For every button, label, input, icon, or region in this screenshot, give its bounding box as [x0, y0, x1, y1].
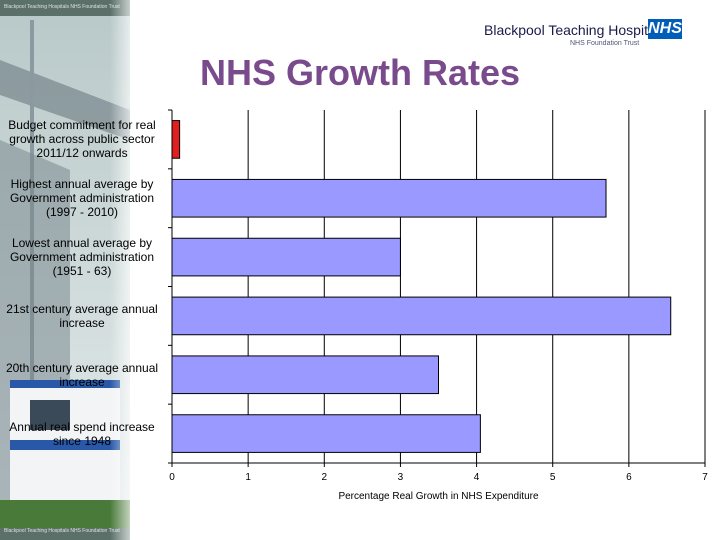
category-label: 20th century average annual increase [5, 360, 159, 389]
x-tick-label: 0 [169, 472, 175, 483]
nhs-trust-logo: Blackpool Teaching Hospitals NHS NHS Fou… [484, 18, 684, 48]
page-title: NHS Growth Rates [199, 52, 521, 93]
nhs-logo-badge: NHS [648, 19, 682, 39]
x-tick-label: 3 [398, 472, 404, 483]
photo-caption-top: Blackpool Teaching Hospitals NHS Foundat… [4, 4, 120, 10]
organisation-name: Blackpool Teaching Hospitals [484, 22, 666, 38]
x-tick-label: 5 [550, 472, 556, 483]
bar [171, 178, 607, 218]
bar [171, 296, 672, 336]
plot-area [172, 110, 705, 463]
bar [171, 237, 401, 277]
category-label: Budget commitment for real growth across… [8, 118, 156, 161]
x-tick-label: 7 [702, 472, 708, 483]
bar [171, 355, 439, 395]
organisation-subtitle: NHS Foundation Trust [570, 40, 640, 47]
category-label: 21st century average annual increase [6, 301, 158, 330]
photo-caption-bottom: Blackpool Teaching Hospitals NHS Foundat… [4, 528, 120, 534]
category-label: Highest annual average by Government adm… [9, 177, 155, 220]
x-tick-label: 1 [245, 472, 251, 483]
x-tick-label: 6 [626, 472, 632, 483]
x-tick-label: 2 [322, 472, 328, 483]
category-label: Lowest annual average by Government admi… [9, 236, 155, 279]
bar [171, 414, 481, 453]
category-label: Annual real spend increase since 1948 [9, 419, 155, 448]
x-axis-title: Percentage Real Growth in NHS Expenditur… [338, 491, 539, 502]
bar [171, 120, 181, 159]
x-tick-label: 4 [474, 472, 480, 483]
